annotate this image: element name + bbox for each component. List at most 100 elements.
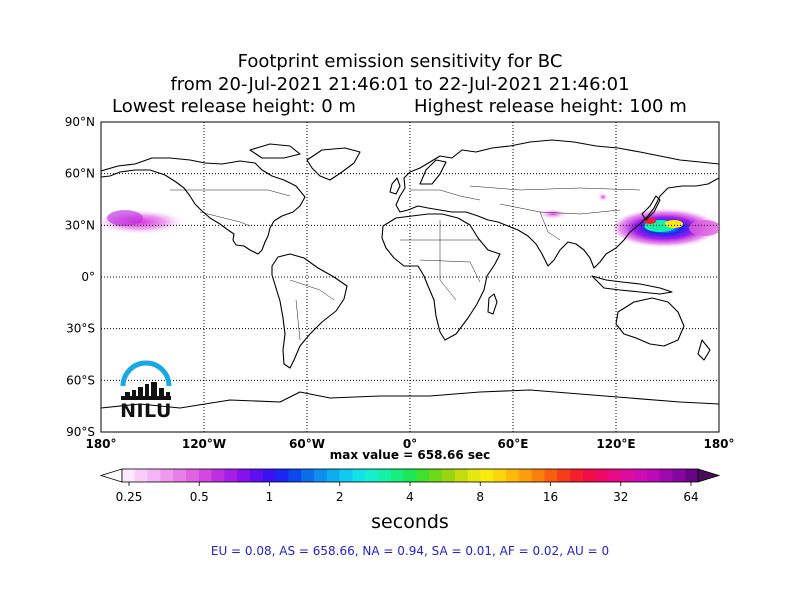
longitude-label: 60°E [498,437,529,451]
border-usa-mexico [199,211,251,227]
coast-indonesia [591,275,673,295]
colorbar-units-label: seconds [371,511,449,533]
colorbar-segment [621,469,635,482]
colorbar-tick-label: 16 [543,490,558,504]
colorbar-segment [262,469,277,482]
colorbar-under-arrow [99,468,123,483]
coast-arctic-islands [249,143,301,159]
colorbar-segment [531,469,545,482]
colorbar-segment [506,469,520,482]
latitude-label: 90°S [66,425,95,439]
coast-scandinavia [419,159,447,185]
sensitivity-plumes [101,193,719,248]
coast-japan [641,195,661,221]
coast-madagascar [487,293,498,315]
colorbar-tick-label: 64 [683,490,698,504]
latitude-label: 0° [81,270,95,284]
colorbar-tick-label: 32 [613,490,628,504]
regional-totals: EU = 0.08, AS = 658.66, NA = 0.94, SA = … [210,544,610,558]
coast-greenland [306,147,361,181]
longitude-labels: 180° 120°W 60°W 0° 60°E 120°E 180° [85,437,734,451]
colorbar-segment [198,469,213,482]
colorbar-segment [147,469,161,482]
border-africa-2 [419,259,481,283]
coast-uk [389,177,401,195]
plume-west-pacific-core [107,210,143,226]
colorbar-segment [378,469,392,482]
border-south-america-2 [295,299,301,341]
nilu-logo-graphic [120,360,172,400]
coast-new-zealand [697,339,711,361]
colorbar-segment [467,469,481,482]
logo-text: NILU [120,400,172,422]
country-borders [170,185,641,341]
colorbar-segment [608,469,622,482]
colorbar-segment [416,469,430,482]
colorbar-segment [518,469,533,482]
gridlines [101,122,719,432]
longitude-label: 180° [85,437,116,451]
colorbar-segment [339,469,353,482]
colorbar-tick-label: 1 [266,490,274,504]
longitude-label: 120°E [596,437,635,451]
longitude-label: 180° [703,437,734,451]
border-south-america-1 [289,279,335,301]
nilu-logo: NILU [117,360,175,422]
colorbar-segment [557,469,571,482]
colorbar-segment [390,469,405,482]
coast-south-america [271,253,348,369]
colorbar-tick-label: 8 [476,490,484,504]
logo-arc [120,360,172,387]
colorbar-segment [570,469,584,482]
colorbar-segment [582,469,597,482]
plume-east-asia-peak [665,220,683,228]
plume-mongolia [598,193,608,201]
time-range: from 20-Jul-2021 21:46:01 to 22-Jul-2021… [170,74,630,95]
colorbar-tick-label: 2 [336,490,344,504]
colorbar-segment [454,469,469,482]
colorbar-segment [685,469,699,482]
colorbar-segment [659,469,673,482]
latitude-label: 90°N [65,115,95,129]
colorbar-segment [224,469,238,482]
colorbar-segment [250,469,264,482]
colorbar-segment [173,469,187,482]
border-russia [469,185,641,191]
longitude-label: 120°W [182,437,226,451]
border-asia-1 [499,203,621,215]
coast-europe-asia [395,139,719,269]
border-asia-2 [539,211,561,241]
plume-east-asia-tail [689,220,719,236]
colorbar-segment [160,469,174,482]
latitude-labels: 90°N 60°N 30°N 0° 30°S 60°S 90°S [65,115,95,439]
colorbar-segment [301,469,315,482]
colorbar-segment [134,469,149,482]
longitude-label: 0° [403,437,417,451]
colorbar-segment [672,469,686,482]
colorbar-segment [429,469,443,482]
colorbar-segment [275,469,289,482]
lowest-release-height: Lowest release height: 0 m [112,96,356,117]
coast-antarctica [101,389,719,409]
colorbar-segment [493,469,507,482]
colorbar-segment [326,469,341,482]
colorbar-tick-label: 4 [406,490,414,504]
colorbar-segment [442,469,456,482]
colorbar-segment [352,469,366,482]
colorbar-segment [237,469,251,482]
colorbar-segment [595,469,609,482]
map-title: Footprint emission sensitivity for BC [237,51,563,72]
latitude-label: 30°N [65,218,95,232]
latitude-label: 60°N [65,167,95,181]
colorbar-tick-label: 0.25 [116,490,143,504]
colorbar-segment [122,469,136,482]
colorbar-tick-label: 0.5 [190,490,209,504]
latitude-label: 60°S [66,373,95,387]
border-usa-canada [170,189,291,197]
coast-africa [381,213,501,341]
coast-australia [615,297,685,347]
coastlines [101,139,719,409]
colorbar-segment [544,469,558,482]
colorbar-ticks: 0.25 0.5 1 2 4 8 16 32 64 [116,482,699,504]
